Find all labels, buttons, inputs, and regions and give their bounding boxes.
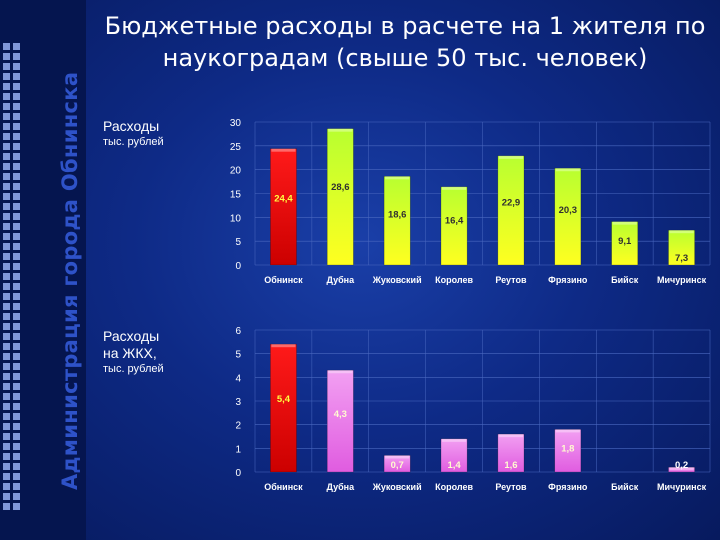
y-tick-label: 0 [235, 261, 241, 272]
decorative-squares [3, 40, 23, 510]
bar-1 [326, 369, 354, 473]
bar-4 [497, 155, 525, 266]
value-label: 0,2 [675, 460, 688, 471]
y-tick-label: 15 [230, 190, 242, 201]
value-label: 7,3 [675, 253, 688, 264]
category-label: Бийск [611, 275, 639, 285]
bar-5 [554, 429, 582, 473]
category-label: Фрязино [548, 275, 588, 285]
category-label: Реутов [495, 482, 527, 492]
bar-5 [554, 167, 582, 266]
y-tick-label: 20 [230, 166, 242, 177]
value-label: 28,6 [331, 182, 350, 193]
value-label: 9,1 [618, 236, 632, 247]
y-tick-label: 25 [230, 142, 242, 153]
chart1-label-line1: Расходы [103, 118, 160, 134]
y-tick-label: 5 [235, 237, 241, 248]
category-label: Фрязино [548, 482, 588, 492]
chart2-label: Расходы на ЖКХ, тыс. рублей [103, 328, 164, 377]
chart2-unit: тыс. рублей [103, 363, 164, 375]
bar-highlight [669, 230, 694, 234]
bar-highlight [498, 155, 524, 159]
chart2-label-line1: Расходы [103, 328, 160, 344]
category-label: Королев [435, 275, 473, 285]
bar-highlight [555, 168, 580, 172]
bar-3 [440, 438, 468, 473]
category-label: Мичуринск [657, 275, 707, 285]
value-label: 5,4 [277, 394, 291, 405]
chart-budget-expenses: 0 5 10 15 20 25 30 24,4 Обнинск 28,6 Дубна 18,6 Жуко… [230, 118, 711, 285]
value-label: 20,3 [559, 205, 578, 216]
category-label: Бийск [611, 482, 639, 492]
bar-highlight [555, 429, 580, 433]
bar-0 [270, 148, 297, 266]
chart2-label-line2: на ЖКХ, [103, 345, 157, 361]
bar-highlight [385, 455, 410, 459]
bar-2 [383, 455, 411, 473]
y-tick-label: 0 [235, 468, 241, 479]
category-label: Дубна [327, 482, 356, 492]
bar-4 [497, 433, 525, 473]
value-label: 4,3 [334, 409, 347, 420]
bar-highlight [441, 438, 467, 442]
bar-7 [668, 229, 695, 266]
chart1-unit: тыс. рублей [103, 136, 164, 148]
y-tick-label: 3 [235, 397, 241, 408]
side-strip: Администрация города Обнинска [0, 0, 86, 540]
y-tick-label: 1 [235, 444, 241, 455]
category-label: Дубна [327, 275, 356, 285]
bar-highlight [328, 370, 353, 374]
category-label: Обнинск [264, 275, 303, 285]
bar-highlight [441, 186, 467, 190]
bar-highlight [498, 434, 524, 438]
category-label: Реутов [495, 275, 527, 285]
bar-1 [326, 128, 354, 266]
value-label: 24,4 [274, 194, 293, 205]
bar-3 [440, 186, 468, 266]
bar-highlight [271, 148, 296, 152]
y-tick-label: 5 [235, 350, 241, 361]
organization-label: Администрация города Обнинска [58, 71, 82, 490]
chart-housing-expenses: 0 1 2 3 4 5 6 5,4 Обнинск 4,3 Дубна 0,7 Жуковский 1,4… [235, 326, 711, 492]
category-label: Жуковский [372, 275, 422, 285]
category-label: Королев [435, 482, 473, 492]
y-tick-label: 2 [235, 421, 241, 432]
bar-7 [668, 466, 695, 473]
bar-highlight [271, 344, 296, 348]
value-label: 18,6 [388, 210, 407, 221]
bar-highlight [385, 176, 410, 180]
value-label: 16,4 [445, 216, 464, 227]
y-tick-label: 10 [230, 213, 242, 224]
category-label: Обнинск [264, 482, 303, 492]
bar-2 [383, 176, 411, 266]
value-label: 0,7 [391, 460, 404, 471]
page-title: Бюджетные расходы в расчете на 1 жителя … [104, 12, 706, 72]
value-label: 1,6 [504, 460, 517, 471]
category-label: Жуковский [372, 482, 422, 492]
value-label: 22,9 [502, 198, 521, 209]
bar-highlight [612, 221, 637, 225]
bar-highlight [669, 467, 694, 471]
y-tick-label: 6 [235, 326, 241, 337]
bar-6 [611, 221, 639, 266]
chart1-label: Расходы тыс. рублей [103, 118, 164, 150]
value-label: 1,4 [447, 460, 461, 471]
value-label: 1,8 [561, 443, 574, 454]
bar-0 [270, 343, 297, 473]
y-tick-label: 4 [235, 373, 241, 384]
category-label: Мичуринск [657, 482, 707, 492]
y-tick-label: 30 [230, 118, 242, 129]
bar-highlight [328, 128, 353, 132]
